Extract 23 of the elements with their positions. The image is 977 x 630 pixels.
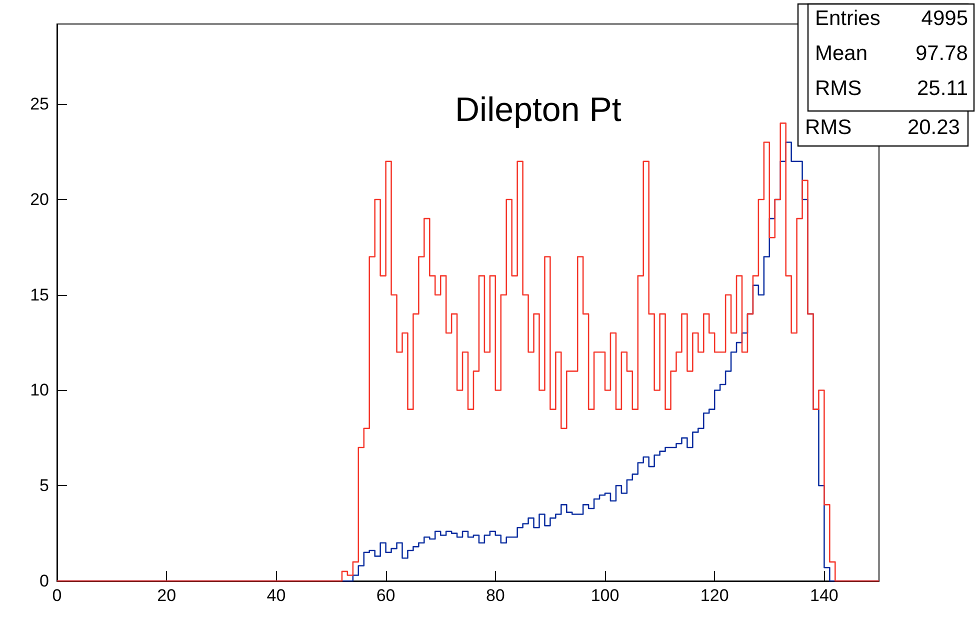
- y-tick-label: 10: [30, 380, 49, 400]
- annotation: RMS: [805, 116, 852, 139]
- text: 20.23: [907, 116, 960, 139]
- y-tick-label: 20: [30, 190, 49, 209]
- annotation: RMS: [815, 77, 862, 100]
- text: Dilepton Pt: [455, 91, 622, 129]
- y-tick-label: 0: [40, 572, 49, 590]
- x-tick-label: 120: [700, 586, 729, 605]
- y-tick-label: 5: [40, 476, 49, 496]
- x-tick-label: 100: [590, 586, 620, 605]
- annotation: Entries: [815, 7, 880, 30]
- y-tick-label: 15: [30, 285, 49, 304]
- annotation: Mean: [815, 42, 868, 65]
- x-tick-label: 60: [376, 586, 396, 605]
- x-tick-label: 80: [486, 586, 505, 605]
- x-tick-label: 140: [810, 586, 838, 605]
- x-tick-label: 20: [157, 586, 176, 605]
- y-tick-label: 25: [30, 94, 49, 114]
- text: 97.78: [915, 42, 968, 65]
- text: 25.11: [917, 77, 968, 100]
- x-tick-label: 0: [52, 586, 62, 605]
- x-tick-label: 40: [266, 586, 286, 605]
- text: 4995: [921, 7, 968, 30]
